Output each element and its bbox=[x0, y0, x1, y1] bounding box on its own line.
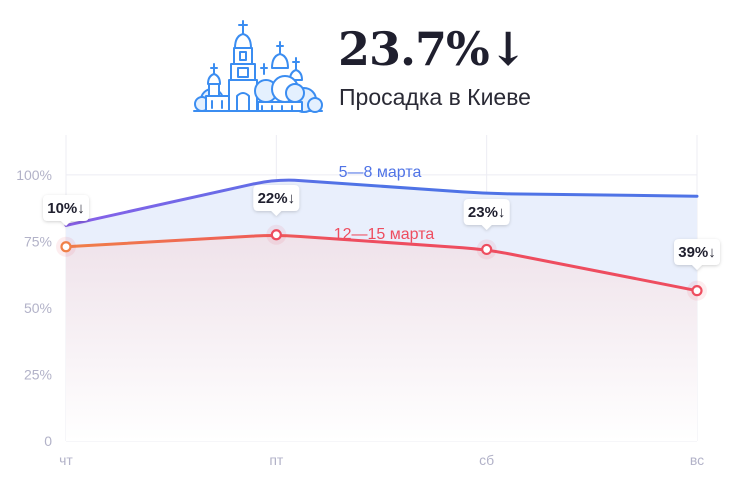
data-point bbox=[691, 285, 703, 297]
line-series-1 bbox=[64, 178, 699, 227]
drop-badge-label: 22%↓ bbox=[258, 190, 296, 207]
data-point bbox=[60, 241, 72, 253]
area-series-2 bbox=[66, 235, 697, 441]
drop-badge-box bbox=[253, 185, 300, 216]
drop-badge bbox=[674, 239, 720, 270]
series-label-1: 5—8 марта bbox=[339, 164, 422, 181]
header: 23.7%↓ Просадка в Киеве bbox=[0, 0, 740, 125]
y-tick-label: 0 bbox=[44, 433, 52, 449]
drop-badge-box bbox=[43, 195, 89, 226]
data-point bbox=[270, 229, 282, 241]
line-series-2 bbox=[64, 234, 699, 293]
drop-badge-label: 39%↓ bbox=[678, 244, 716, 261]
x-tick-label: сб bbox=[479, 452, 494, 468]
x-tick-label: вс bbox=[690, 452, 704, 468]
drop-badge bbox=[43, 195, 89, 226]
y-tick-label: 75% bbox=[24, 233, 52, 249]
y-tick-label: 100% bbox=[16, 167, 52, 183]
drop-subtitle: Просадка в Киеве bbox=[339, 84, 531, 110]
drop-badge-label: 23%↓ bbox=[468, 204, 506, 221]
drop-badge-box bbox=[463, 199, 510, 230]
drop-headline: 23.7%↓ bbox=[338, 22, 527, 76]
drop-badge bbox=[463, 199, 510, 230]
series-label-2: 12—15 марта bbox=[334, 226, 435, 243]
drop-badge bbox=[253, 185, 300, 216]
line-chart: 0 25% 50% 75% 100% чт пт сб вс 5—8 марта 12—15 мар… bbox=[16, 135, 720, 468]
kyiv-cathedral-icon bbox=[193, 20, 323, 113]
x-tick-label: чт bbox=[59, 452, 73, 468]
drop-badge-box bbox=[674, 239, 720, 270]
y-tick-label: 50% bbox=[24, 300, 52, 316]
y-tick-label: 25% bbox=[24, 366, 52, 382]
x-tick-label: пт bbox=[269, 452, 284, 468]
data-point bbox=[481, 243, 493, 256]
drop-badge-label: 10%↓ bbox=[47, 200, 85, 217]
